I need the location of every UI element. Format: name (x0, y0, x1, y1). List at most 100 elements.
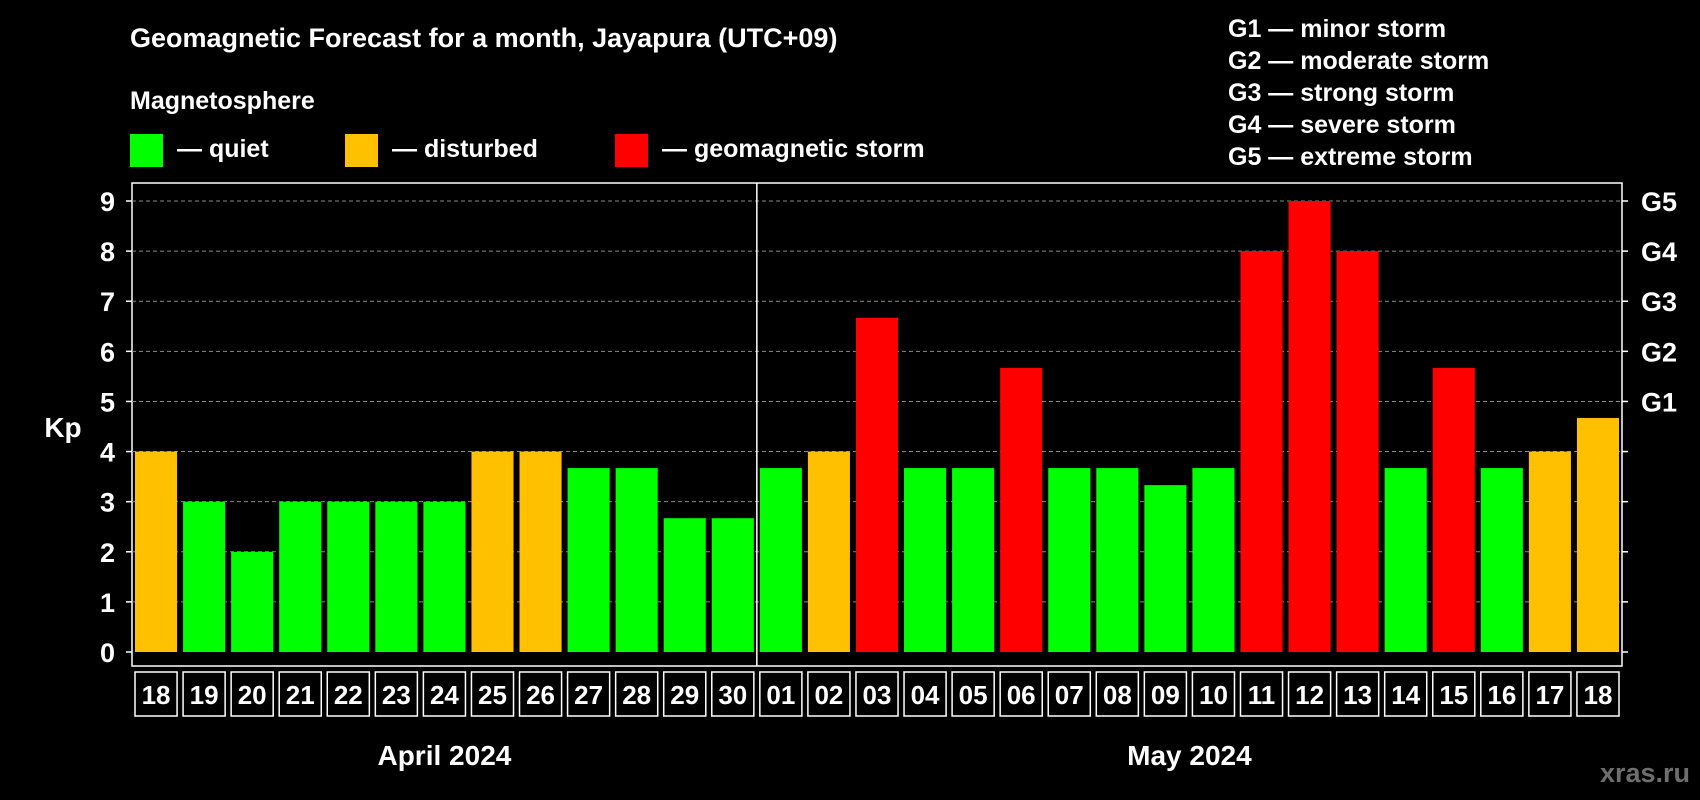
storm-scale-item: G1 — minor storm (1228, 15, 1446, 43)
storm-scale-item: G3 — strong storm (1228, 79, 1454, 107)
bar (711, 518, 754, 652)
x-tick-label: 19 (190, 680, 219, 710)
legend-swatch-disturbed (345, 134, 378, 167)
bar (1048, 468, 1091, 652)
y-axis-label: Kp (44, 412, 81, 443)
bar (1000, 367, 1043, 652)
x-tick-label: 06 (1007, 680, 1036, 710)
y-tick-label: 2 (100, 538, 115, 568)
x-tick-box (182, 671, 226, 717)
x-tick-box (134, 671, 178, 717)
bar (1480, 468, 1523, 652)
x-tick-label: 16 (1487, 680, 1516, 710)
x-tick-box (278, 671, 323, 717)
bar (855, 317, 899, 652)
y-tick-label: 8 (100, 237, 115, 267)
y-tick-label: 6 (100, 337, 115, 367)
x-tick-box (855, 671, 899, 717)
bar (471, 451, 514, 652)
legend-label-storm: — geomagnetic storm (662, 135, 925, 163)
x-tick-box (903, 671, 947, 717)
legend-swatch-quiet (130, 134, 163, 167)
legend-swatch-storm (615, 134, 648, 167)
bar (567, 468, 610, 652)
legend-label-disturbed: — disturbed (392, 135, 538, 163)
x-tick-label: 12 (1295, 680, 1324, 710)
plot-frame (131, 182, 1623, 667)
bar (375, 501, 418, 652)
x-tick-label: 18 (1584, 680, 1613, 710)
x-tick-label: 01 (766, 680, 795, 710)
x-tick-label: 29 (670, 680, 699, 710)
x-tick-box (614, 671, 659, 717)
x-tick-box (951, 671, 995, 717)
storm-level-label: G3 (1641, 287, 1677, 317)
storm-level-label: G2 (1641, 337, 1677, 367)
y-tick-label: 1 (100, 588, 115, 618)
x-tick-label: 20 (238, 680, 267, 710)
bar (423, 501, 466, 652)
month-label: May 2024 (1127, 740, 1252, 771)
x-tick-box (1047, 671, 1092, 717)
bar (519, 451, 562, 652)
x-tick-box (326, 671, 371, 717)
bar (231, 551, 274, 652)
y-tick-label: 3 (100, 488, 115, 518)
x-tick-box (1143, 671, 1188, 717)
x-tick-box (566, 671, 611, 717)
x-tick-box (422, 671, 467, 717)
x-tick-box (374, 671, 419, 717)
x-tick-box (662, 671, 707, 717)
month-label: April 2024 (377, 740, 511, 771)
x-tick-label: 28 (622, 680, 651, 710)
x-tick-label: 03 (863, 680, 892, 710)
x-tick-label: 18 (142, 680, 171, 710)
x-tick-label: 27 (574, 680, 603, 710)
bar (1576, 417, 1619, 652)
bar (1144, 485, 1187, 652)
x-tick-label: 07 (1055, 680, 1084, 710)
x-tick-label: 05 (959, 680, 988, 710)
bar (1240, 251, 1283, 652)
x-tick-box (807, 671, 851, 717)
bar (1096, 468, 1139, 652)
legend-item-storm: — geomagnetic storm (615, 134, 925, 167)
x-tick-box (230, 671, 274, 717)
legend-heading: Magnetosphere (130, 87, 315, 115)
storm-scale-item: G2 — moderate storm (1228, 47, 1489, 75)
bar (1384, 468, 1427, 652)
storm-level-label: G4 (1641, 237, 1677, 267)
x-tick-label: 25 (478, 680, 507, 710)
storm-scale-item: G5 — extreme storm (1228, 143, 1473, 171)
x-tick-box (999, 671, 1043, 717)
x-tick-label: 15 (1439, 680, 1468, 710)
x-tick-box (1480, 671, 1524, 717)
storm-scale-item: G4 — severe storm (1228, 111, 1456, 139)
x-tick-label: 17 (1535, 680, 1564, 710)
x-tick-label: 09 (1151, 680, 1180, 710)
legend: — quiet — disturbed — geomagnetic storm (130, 134, 925, 167)
x-tick-label: 23 (382, 680, 411, 710)
x-tick-label: 08 (1103, 680, 1132, 710)
x-tick-label: 02 (814, 680, 843, 710)
bar (1432, 367, 1475, 652)
x-tick-label: 13 (1343, 680, 1372, 710)
watermark: xras.ru (1600, 758, 1690, 788)
x-tick-label: 10 (1199, 680, 1228, 710)
storm-level-label: G1 (1641, 387, 1677, 417)
chart-title: Geomagnetic Forecast for a month, Jayapu… (130, 23, 837, 53)
y-tick-label: 0 (100, 638, 115, 668)
bar (183, 501, 226, 652)
x-tick-label: 21 (286, 680, 315, 710)
x-tick-box (1335, 671, 1380, 717)
x-tick-box (1528, 671, 1572, 717)
x-tick-box (1287, 671, 1332, 717)
x-tick-label: 30 (718, 680, 747, 710)
bar (1336, 251, 1379, 652)
y-tick-label: 4 (100, 438, 115, 468)
y-tick-label: 7 (100, 287, 115, 317)
x-tick-label: 14 (1391, 680, 1420, 710)
bar (1528, 451, 1571, 652)
